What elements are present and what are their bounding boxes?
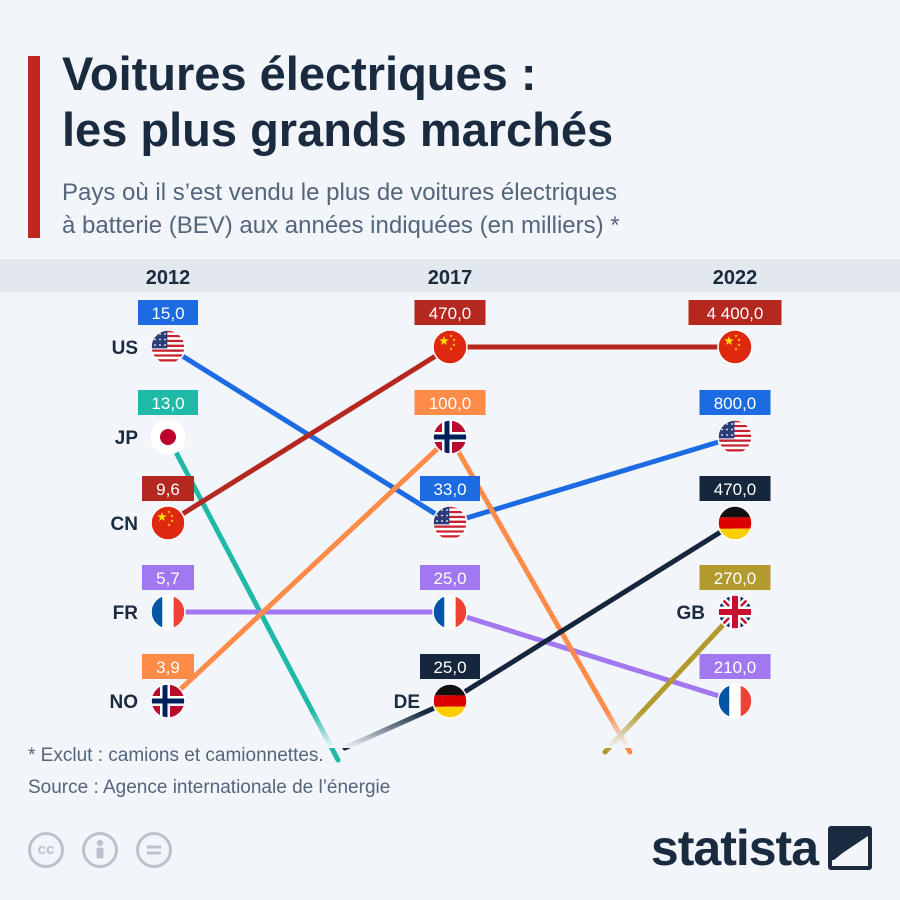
value-label-us-2012: 15,0 xyxy=(138,300,198,325)
flag-no-icon xyxy=(432,419,468,455)
value-label-de-2022: 470,0 xyxy=(699,476,771,501)
svg-text:33,0: 33,0 xyxy=(433,480,466,499)
country-label-gb: GB xyxy=(677,603,706,624)
flag-gb-icon xyxy=(717,594,753,630)
svg-text:210,0: 210,0 xyxy=(714,658,757,677)
flag-us-icon xyxy=(432,505,468,541)
value-label-de-2017: 25,0 xyxy=(420,654,480,679)
value-label-no-2017: 100,0 xyxy=(414,390,486,415)
value-label-no-2012: 3,9 xyxy=(142,654,194,679)
value-label-cn-2012: 9,6 xyxy=(142,476,194,501)
flag-no-icon xyxy=(150,683,186,719)
flag-cn-icon xyxy=(150,505,186,541)
svg-text:5,7: 5,7 xyxy=(156,569,180,588)
svg-text:270,0: 270,0 xyxy=(714,569,757,588)
series-line-jp xyxy=(165,434,341,763)
svg-text:470,0: 470,0 xyxy=(429,304,472,323)
country-label-jp: JP xyxy=(115,428,139,449)
flag-cn-icon xyxy=(432,329,468,365)
value-label-us-2017: 33,0 xyxy=(420,476,480,501)
equals-icon xyxy=(136,832,172,868)
flag-de-icon xyxy=(432,683,468,719)
flag-fr-icon xyxy=(150,594,186,630)
year-header-2017: 2017 xyxy=(428,267,473,289)
svg-text:9,6: 9,6 xyxy=(156,480,180,499)
title-line-2: les plus grands marchés xyxy=(62,103,614,156)
flag-fr-icon xyxy=(432,594,468,630)
value-label-fr-2012: 5,7 xyxy=(142,565,194,590)
flag-fr-icon xyxy=(717,683,753,719)
country-label-cn: CN xyxy=(111,514,138,535)
cc-icon: cc xyxy=(28,832,64,868)
country-label-us: US xyxy=(112,338,138,359)
statista-logo: statista xyxy=(651,818,872,878)
year-header-2012: 2012 xyxy=(146,267,191,289)
svg-text:800,0: 800,0 xyxy=(714,394,757,413)
flag-cn-icon xyxy=(717,329,753,365)
value-label-cn-2022: 4 400,0 xyxy=(688,300,782,325)
footnote-exclusion: * Exclut : camions et camionnettes. xyxy=(28,745,324,766)
title-line-1: Voitures électriques : xyxy=(62,47,537,100)
subtitle-line-1: Pays où il s’est vendu le plus de voitur… xyxy=(62,179,617,206)
svg-text:13,0: 13,0 xyxy=(151,394,184,413)
title-accent-bar xyxy=(28,56,40,238)
value-label-jp-2012: 13,0 xyxy=(138,390,198,415)
svg-text:4 400,0: 4 400,0 xyxy=(707,304,764,323)
footnote-source: Source : Agence internationale de l’éner… xyxy=(28,777,391,798)
subtitle-line-2: à batterie (BEV) aux années indiquées (e… xyxy=(62,212,620,239)
svg-text:25,0: 25,0 xyxy=(433,658,466,677)
country-label-fr: FR xyxy=(113,603,139,624)
value-label-fr-2017: 25,0 xyxy=(420,565,480,590)
svg-text:25,0: 25,0 xyxy=(433,569,466,588)
country-label-de: DE xyxy=(394,692,420,713)
statista-mark-icon xyxy=(828,826,872,870)
footnote: * Exclut : camions et camionnettes. Sour… xyxy=(28,740,390,804)
svg-text:15,0: 15,0 xyxy=(151,304,184,323)
country-label-no: NO xyxy=(110,692,139,713)
flag-jp-icon xyxy=(150,419,186,455)
svg-text:3,9: 3,9 xyxy=(156,658,180,677)
value-label-us-2022: 800,0 xyxy=(699,390,771,415)
value-label-cn-2017: 470,0 xyxy=(414,300,486,325)
chart-title: Voitures électriques : les plus grands m… xyxy=(62,46,613,158)
svg-text:100,0: 100,0 xyxy=(429,394,472,413)
svg-text:470,0: 470,0 xyxy=(714,480,757,499)
value-label-gb-2022: 270,0 xyxy=(699,565,771,590)
year-header-2022: 2022 xyxy=(713,267,758,289)
flag-de-icon xyxy=(717,505,753,541)
chart-subtitle: Pays où il s’est vendu le plus de voitur… xyxy=(62,176,620,242)
value-label-fr-2022: 210,0 xyxy=(699,654,771,679)
flag-us-icon xyxy=(717,419,753,455)
flag-us-icon xyxy=(150,329,186,365)
year-header-band xyxy=(0,259,900,292)
brand-name: statista xyxy=(650,820,819,876)
person-icon xyxy=(82,832,118,868)
